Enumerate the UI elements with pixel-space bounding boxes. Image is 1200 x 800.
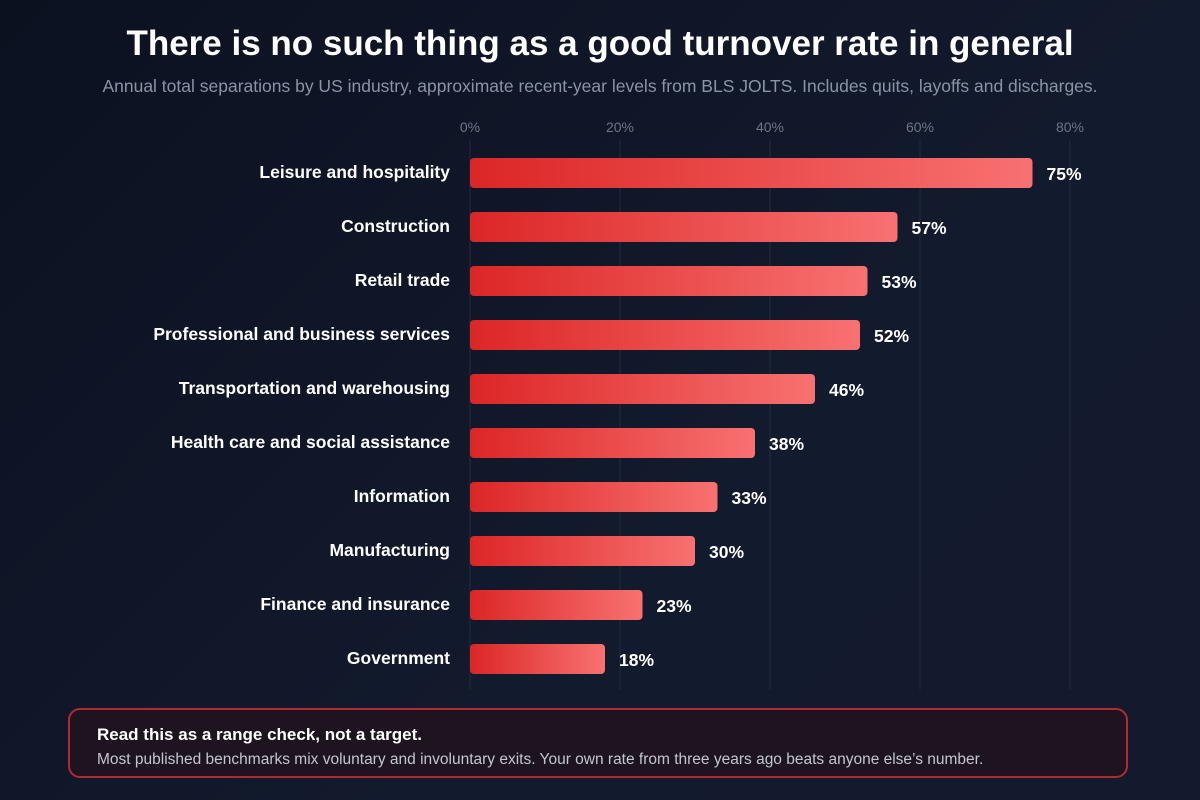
bar-row: Professional and business services 52% [153, 320, 909, 350]
value-label: 18% [619, 650, 654, 670]
bars: Leisure and hospitality 75% Construction 57… [153, 158, 1082, 674]
bar [470, 482, 718, 512]
chart-title: There is no such thing as a good turnove… [126, 24, 1074, 63]
x-axis-ticks: 0% 20% 40% 60% 80% [460, 119, 1084, 135]
category-label: Health care and social assistance [171, 432, 450, 452]
x-tick-label: 40% [756, 119, 784, 135]
bar [470, 590, 643, 620]
bar-row: Health care and social assistance 38% [171, 428, 804, 458]
bar-row: Manufacturing 30% [329, 536, 744, 566]
bar-row: Government 18% [347, 644, 654, 674]
category-label: Transportation and warehousing [179, 378, 450, 398]
note-callout: Read this as a range check, not a target… [68, 708, 1128, 778]
bar [470, 320, 860, 350]
category-label: Information [354, 486, 450, 506]
x-tick-label: 20% [606, 119, 634, 135]
bar-row: Construction 57% [341, 212, 947, 242]
bar [470, 644, 605, 674]
category-label: Construction [341, 216, 450, 236]
callout-title: Read this as a range check, not a target… [97, 725, 423, 744]
callout-body: Most published benchmarks mix voluntary … [97, 751, 984, 768]
value-label: 38% [769, 434, 804, 454]
category-label: Professional and business services [153, 324, 450, 344]
x-tick-label: 0% [460, 119, 480, 135]
category-label: Manufacturing [329, 540, 450, 560]
x-tick-label: 80% [1056, 119, 1084, 135]
category-label: Government [347, 648, 450, 668]
value-label: 75% [1047, 164, 1082, 184]
bar-chart: 0% 20% 40% 60% 80% Leisure and hospitality 75… [153, 119, 1085, 690]
bar [470, 428, 755, 458]
bar-row: Finance and insurance 23% [260, 590, 692, 620]
bar-row: Transportation and warehousing 46% [179, 374, 864, 404]
bar [470, 212, 898, 242]
bar [470, 158, 1033, 188]
value-label: 57% [912, 218, 947, 238]
value-label: 52% [874, 326, 909, 346]
category-label: Finance and insurance [260, 594, 450, 614]
bar [470, 536, 695, 566]
bar-row: Leisure and hospitality 75% [259, 158, 1082, 188]
value-label: 23% [657, 596, 692, 616]
value-label: 53% [882, 272, 917, 292]
chart-subtitle: Annual total separations by US industry,… [102, 76, 1098, 96]
bar [470, 374, 815, 404]
value-label: 30% [709, 542, 744, 562]
category-label: Retail trade [355, 270, 451, 290]
x-tick-label: 60% [906, 119, 934, 135]
category-label: Leisure and hospitality [259, 162, 450, 182]
value-label: 33% [732, 488, 767, 508]
value-label: 46% [829, 380, 864, 400]
bar-row: Retail trade 53% [355, 266, 917, 296]
bar-row: Information 33% [354, 482, 767, 512]
bar [470, 266, 868, 296]
